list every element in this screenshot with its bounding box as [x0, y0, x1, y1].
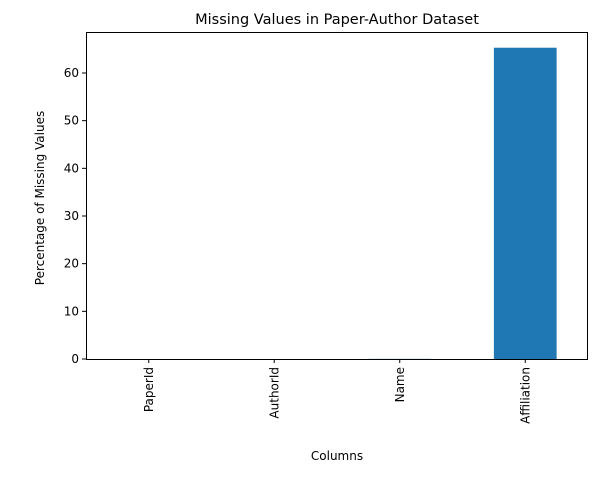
- y-axis-title: Percentage of Missing Values: [33, 111, 47, 285]
- x-axis-title: Columns: [311, 449, 363, 463]
- x-tick-label: Affiliation: [518, 367, 532, 424]
- chart-title: Missing Values in Paper-Author Dataset: [195, 12, 479, 28]
- x-tick-label: PaperId: [142, 367, 156, 412]
- x-tick-label: Name: [393, 367, 407, 402]
- y-tick-label: 20: [64, 257, 79, 271]
- y-tick-label: 0: [71, 352, 79, 366]
- y-tick-label: 50: [64, 114, 79, 128]
- y-tick-label: 40: [64, 161, 79, 175]
- y-tick-label: 30: [64, 209, 79, 223]
- x-tick-label: AuthorId: [267, 367, 281, 419]
- y-tick-label: 60: [64, 66, 79, 80]
- y-tick-label: 10: [64, 304, 79, 318]
- bars-layer: [368, 48, 556, 359]
- bar-affiliation: [494, 48, 557, 359]
